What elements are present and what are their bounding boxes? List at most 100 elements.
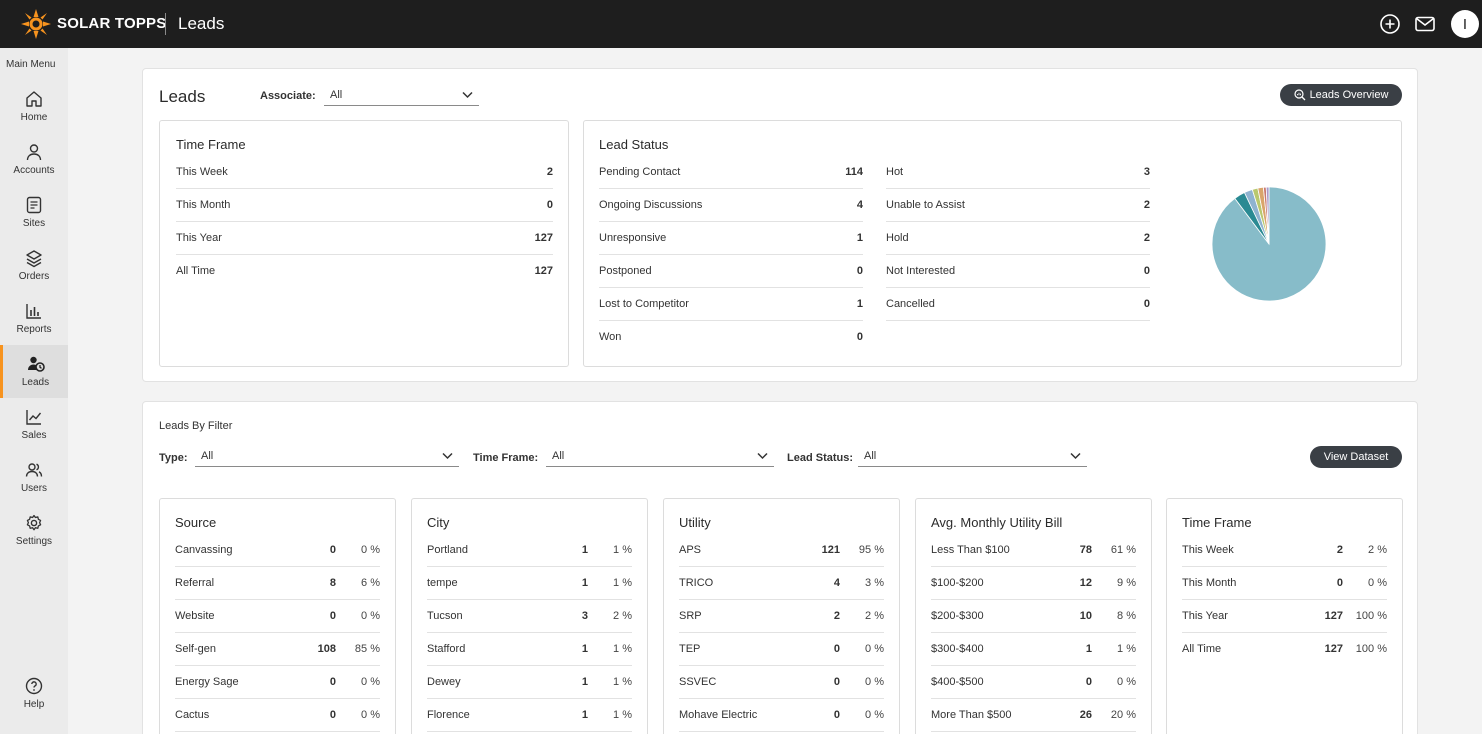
row-count: 3 xyxy=(581,610,588,622)
row-label: Dewey xyxy=(427,676,461,688)
lead-status-select[interactable]: All xyxy=(858,447,1087,467)
row-percent: 1 % xyxy=(613,676,632,688)
list-item: This Year 127 xyxy=(176,222,553,255)
sidebar-item-label: Sales xyxy=(21,430,47,441)
row-label: This Year xyxy=(1182,610,1228,622)
row-percent: 1 % xyxy=(613,709,632,721)
brand-name[interactable]: SOLAR TOPPS xyxy=(57,15,167,32)
home-icon xyxy=(26,91,42,107)
row-count: 1 xyxy=(581,676,588,688)
list-item: This Month 0 0 % xyxy=(1182,567,1387,600)
mail-icon[interactable] xyxy=(1414,13,1436,35)
sidebar-item-accounts[interactable]: Accounts xyxy=(0,133,68,186)
sidebar-item-label: Leads xyxy=(21,377,50,388)
sidebar-item-label: Reports xyxy=(16,324,52,335)
help-label: Help xyxy=(23,699,45,710)
row-percent: 0 % xyxy=(865,643,884,655)
associate-select[interactable]: All xyxy=(324,86,479,106)
sidebar-item-label: Accounts xyxy=(13,165,55,176)
list-item: Won 0 xyxy=(599,331,863,343)
type-label: Type: xyxy=(159,452,188,464)
trend-icon xyxy=(26,410,42,425)
list-item: All Time 127 100 % xyxy=(1182,633,1387,666)
sidebar-item-orders[interactable]: Orders xyxy=(0,239,68,292)
row-label: APS xyxy=(679,544,702,556)
brand-divider xyxy=(165,13,166,35)
source-card: Source Canvassing 0 0 % Referral 8 6 % Website 0… xyxy=(159,498,396,734)
row-percent: 0 % xyxy=(361,676,380,688)
row-label: Tucson xyxy=(427,610,463,622)
plus-circle-icon[interactable] xyxy=(1379,13,1401,35)
sidebar-item-leads[interactable]: Leads xyxy=(0,345,68,398)
view-dataset-button[interactable]: View Dataset xyxy=(1310,446,1402,468)
leads-overview-button[interactable]: Leads Overview xyxy=(1280,84,1402,106)
help-icon xyxy=(25,677,43,695)
row-percent: 95 % xyxy=(858,544,884,556)
leads-icon xyxy=(27,356,45,372)
layers-icon xyxy=(26,250,42,268)
list-item: Tucson 3 2 % xyxy=(427,600,632,633)
sidebar-item-users[interactable]: Users xyxy=(0,451,68,504)
row-label: More Than $500 xyxy=(931,709,1012,721)
sidebar-item-label: Orders xyxy=(18,271,50,282)
pie-slice-lost-to-competitor[interactable] xyxy=(1265,186,1270,245)
time-frame-select[interactable]: All xyxy=(546,447,774,467)
row-count: 1 xyxy=(581,544,588,556)
time-frame-title: Time Frame xyxy=(1182,515,1252,530)
row-count: 1 xyxy=(581,643,588,655)
list-item: APS 121 95 % xyxy=(679,534,884,567)
sun-logo-icon xyxy=(21,9,51,39)
list-item: Referral 8 6 % xyxy=(175,567,380,600)
bar-chart-icon xyxy=(26,304,41,319)
sidebar-item-sales[interactable]: Sales xyxy=(0,398,68,451)
chevron-down-icon xyxy=(442,452,453,460)
leads-overview-label: Leads Overview xyxy=(1309,89,1389,101)
row-label: Florence xyxy=(427,709,470,721)
sidebar-item-label: Home xyxy=(20,112,48,123)
list-item: Postponed 0 xyxy=(599,255,863,288)
row-percent: 2 % xyxy=(1368,544,1387,556)
leads-title: Leads xyxy=(159,87,206,106)
row-percent: 6 % xyxy=(361,577,380,589)
row-label: This Week xyxy=(1182,544,1234,556)
row-count: 0 xyxy=(329,610,336,622)
row-percent: 2 % xyxy=(865,610,884,622)
row-percent: 0 % xyxy=(361,610,380,622)
sidebar-item-sites[interactable]: Sites xyxy=(0,186,68,239)
city-card: City Portland 1 1 % tempe 1 1 % Tucson 3 2 % Staff… xyxy=(411,498,648,734)
time-frame-label: Time Frame: xyxy=(473,452,539,464)
list-item: Portland 1 1 % xyxy=(427,534,632,567)
list-item: This Year 127 100 % xyxy=(1182,600,1387,633)
lead-status-label: Lead Status: xyxy=(787,452,854,464)
row-count: 12 xyxy=(1079,577,1092,589)
sidebar-item-reports[interactable]: Reports xyxy=(0,292,68,345)
chevron-down-icon xyxy=(757,452,768,460)
list-item: Less Than $100 78 61 % xyxy=(931,534,1136,567)
row-label: Stafford xyxy=(427,643,466,655)
row-label: TEP xyxy=(679,643,701,655)
row-percent: 0 % xyxy=(361,709,380,721)
time-frame-card: Time Frame This Week 2 2 % This Month 0 0 % Thi… xyxy=(1166,498,1403,734)
row-count: 121 xyxy=(821,544,840,556)
sidebar: Main Menu Home Accounts Sites Orders Rep… xyxy=(0,48,68,734)
list-item: $200-$300 10 8 % xyxy=(931,600,1136,633)
list-item: SRP 2 2 % xyxy=(679,600,884,633)
row-count: 0 xyxy=(1336,577,1343,589)
row-percent: 0 % xyxy=(865,709,884,721)
row-percent: 61 % xyxy=(1110,544,1136,556)
list-item: Unable to Assist 2 xyxy=(886,189,1150,222)
list-item: All Time 127 xyxy=(176,265,553,277)
sidebar-item-settings[interactable]: Settings xyxy=(0,504,68,557)
avatar[interactable]: I xyxy=(1451,10,1479,38)
row-label: $100-$200 xyxy=(931,577,984,589)
row-label: This Month xyxy=(1182,577,1237,589)
sidebar-item-home[interactable]: Home xyxy=(0,80,68,133)
row-label: $200-$300 xyxy=(931,610,984,622)
user-icon xyxy=(26,144,42,161)
row-label: SRP xyxy=(679,610,702,622)
sidebar-item-help[interactable]: Help xyxy=(0,667,68,720)
row-label: Self-gen xyxy=(175,643,216,655)
list-item: $100-$200 12 9 % xyxy=(931,567,1136,600)
view-dataset-label: View Dataset xyxy=(1323,451,1389,463)
type-select[interactable]: All xyxy=(195,447,459,467)
